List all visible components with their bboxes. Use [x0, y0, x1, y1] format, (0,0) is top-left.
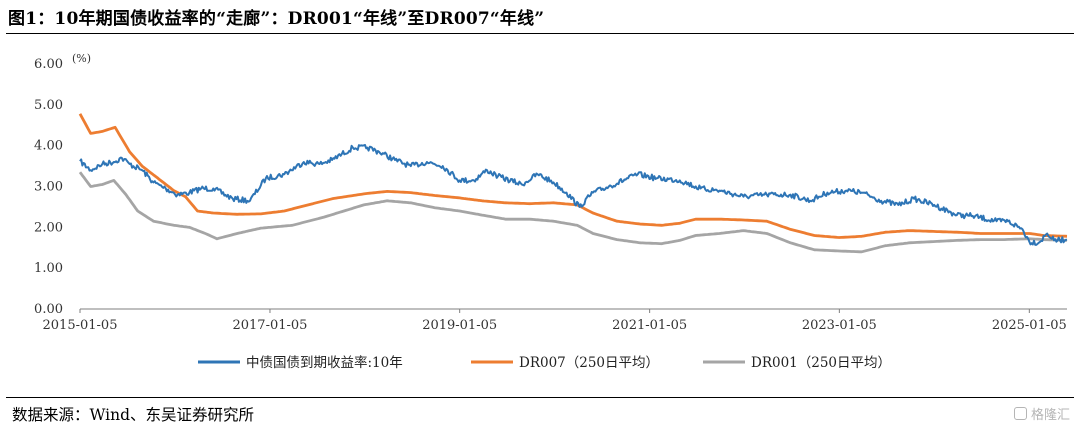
- x-tick-label: 2015-01-05: [43, 318, 118, 333]
- title-rule: [6, 33, 1074, 34]
- series-line-treasury: [79, 144, 1068, 246]
- series-line-dr001: [78, 171, 1068, 254]
- line-chart: 0.00 1.00 2.00 3.00 4.00 5.00 6.00 (%) 2015-01-0…: [34, 52, 1068, 371]
- chart-axes: 0.00 1.00 2.00 3.00 4.00 5.00 6.00 (%) 2015-01-0…: [34, 52, 1067, 333]
- watermark-logo-icon: [1013, 407, 1027, 420]
- y-tick-label: 0.00: [34, 302, 63, 317]
- series-line-dr007: [78, 113, 1068, 239]
- y-tick-label: 5.00: [34, 98, 63, 113]
- source-rule: [6, 397, 1074, 398]
- figure-title: 图1：10年期国债收益率的“走廊”：DR001“年线”至DR007“年线”: [8, 9, 545, 29]
- watermark-text: 格隆汇: [1030, 408, 1070, 423]
- y-tick-label: 1.00: [34, 261, 63, 276]
- legend-label-dr007: DR007（250日平均）: [519, 355, 659, 371]
- x-tick-label: 2023-01-05: [802, 318, 877, 333]
- y-unit-label: (%): [72, 52, 91, 65]
- y-tick-label: 2.00: [34, 220, 63, 235]
- chart-legend: 中债国债到期收益率:10年 DR007（250日平均） DR001（250日平均）: [198, 354, 891, 371]
- legend-label-dr001: DR001（250日平均）: [751, 355, 891, 371]
- x-tick-label: 2025-01-05: [992, 318, 1067, 333]
- x-tick-label: 2017-01-05: [232, 318, 307, 333]
- chart-series: [78, 113, 1068, 254]
- y-tick-label: 6.00: [34, 57, 63, 72]
- legend-label-treasury: 中债国债到期收益率:10年: [246, 354, 403, 371]
- watermark: 格隆汇: [1013, 404, 1070, 423]
- x-tick-label: 2019-01-05: [422, 318, 497, 333]
- y-tick-label: 4.00: [34, 139, 63, 154]
- x-tick-label: 2021-01-05: [612, 318, 687, 333]
- y-tick-label: 3.00: [34, 180, 63, 195]
- source-note: 数据来源：Wind、东吴证券研究所: [12, 406, 255, 424]
